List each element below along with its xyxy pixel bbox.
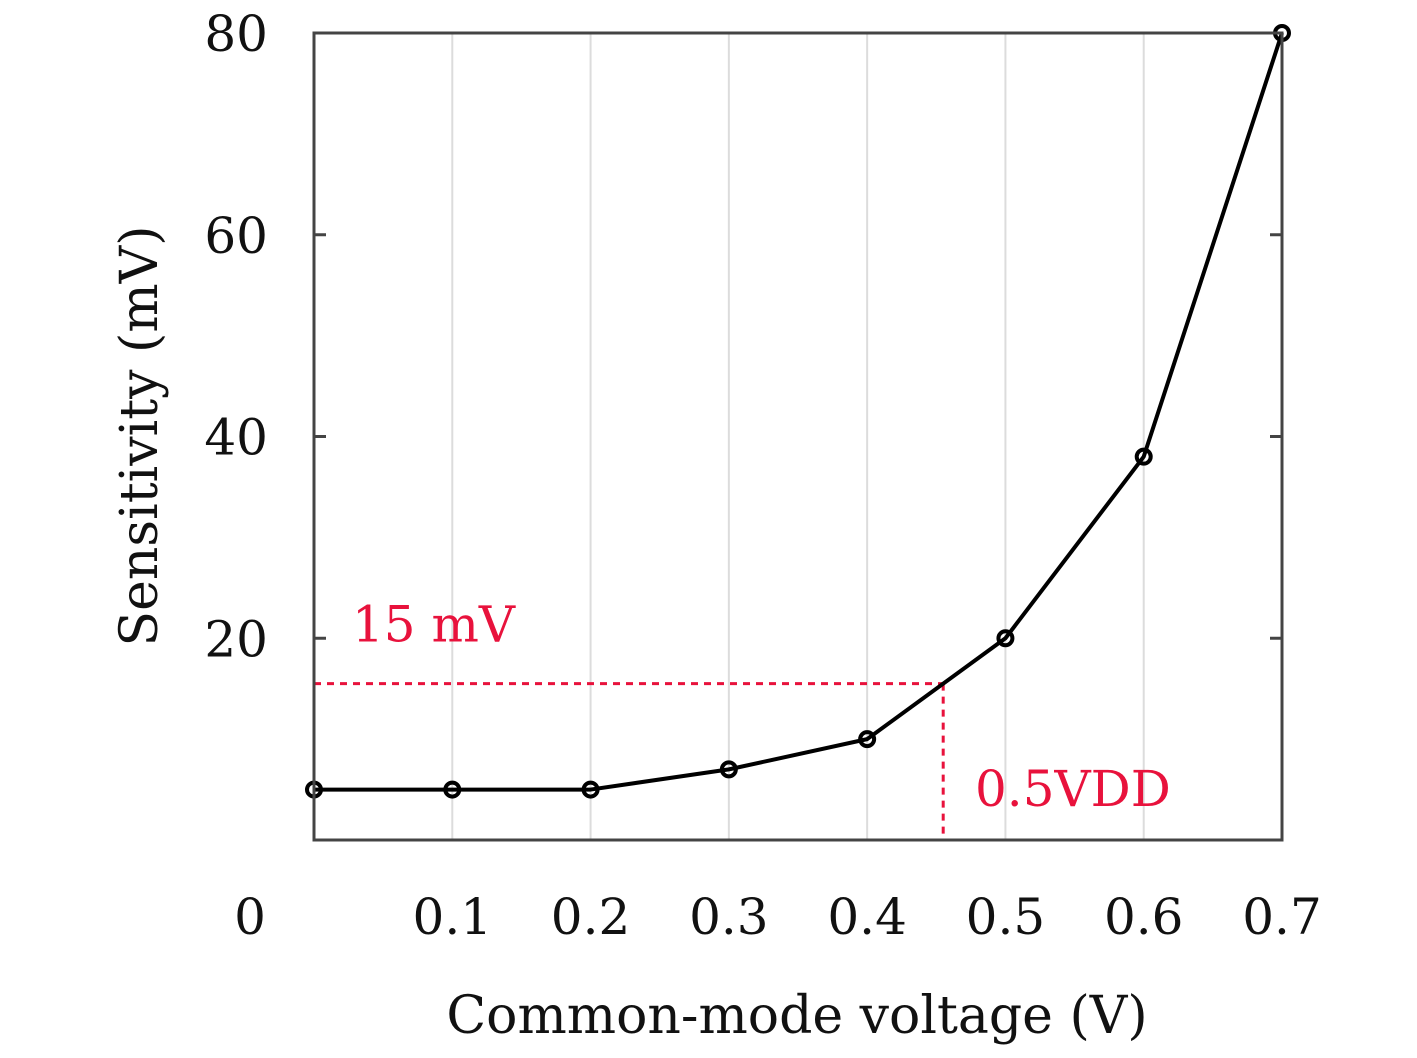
data-point-4 [858, 730, 877, 749]
x-axis-title: Common-mode voltage (V) [446, 986, 1147, 1046]
x-tick-label-7: 0.7 [1242, 888, 1322, 946]
data-point-5 [996, 629, 1015, 648]
annotation-15mv: 15 mV [352, 596, 516, 654]
x-tick-label-0: 0 [234, 888, 266, 946]
data-point-1 [443, 780, 462, 799]
series-line-0 [314, 32, 1284, 792]
y-tick-label-2: 60 [204, 207, 268, 265]
x-tick-label-6: 0.6 [1104, 888, 1184, 946]
x-tick-label-1: 0.1 [413, 888, 493, 946]
y-tick-label-1: 40 [204, 409, 268, 467]
data-series [305, 24, 1291, 799]
plot-frame [312, 31, 1284, 842]
data-point-3 [719, 760, 738, 779]
x-tick-label-4: 0.4 [827, 888, 907, 946]
reference-lines [314, 682, 945, 840]
data-point-2 [581, 780, 600, 799]
x-tick-label-5: 0.5 [966, 888, 1046, 946]
annotation-0-5vdd: 0.5VDD [975, 760, 1171, 818]
x-tick-label-2: 0.2 [551, 888, 631, 946]
y-tick-labels: 20 40 60 80 [204, 5, 268, 668]
data-point-6 [1134, 447, 1153, 466]
x-tick-labels: 0 0.1 0.2 0.3 0.4 0.5 0.6 0.7 [234, 888, 1322, 946]
annotations: 15 mV 0.5VDD [352, 596, 1171, 818]
y-tick-label-3: 80 [204, 5, 268, 63]
x-tick-label-3: 0.3 [689, 888, 769, 946]
y-axis-title: Sensitivity (mV) [110, 226, 170, 647]
y-tick-label-0: 20 [204, 610, 268, 668]
vertical-gridlines [451, 33, 1145, 840]
axis-ticks [314, 31, 1282, 640]
